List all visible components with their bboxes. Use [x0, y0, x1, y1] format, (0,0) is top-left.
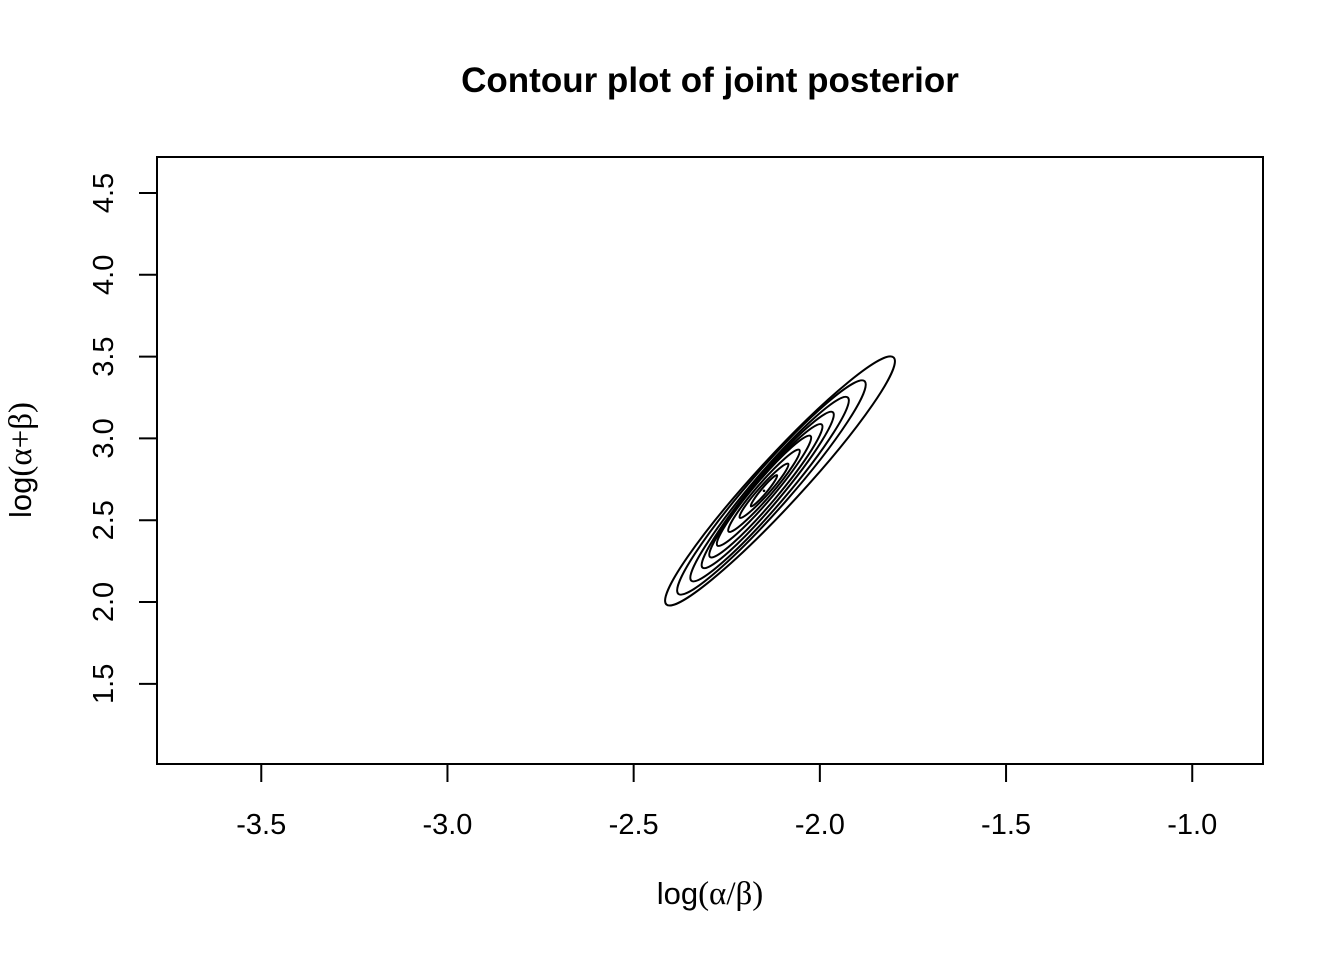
posterior-mode-point [762, 489, 766, 493]
contour-lines [664, 355, 896, 607]
contour-line [749, 474, 779, 508]
x-axis-title: log(α/β) [657, 876, 764, 912]
y-tick-label: 1.5 [88, 664, 120, 704]
x-axis: -3.5 -3.0 -2.5 -2.0 -1.5 -1.0 [236, 764, 1217, 841]
chart-title: Contour plot of joint posterior [461, 61, 959, 100]
x-tick-label: -1.5 [981, 809, 1031, 841]
x-tick-label: -3.5 [236, 809, 286, 841]
y-axis-title: log(α+β) [3, 402, 39, 518]
contour-line [715, 434, 813, 547]
y-tick-label: 2.5 [88, 500, 120, 540]
x-tick-label: -3.0 [422, 809, 472, 841]
plot-frame [156, 156, 1264, 765]
x-tick-label: -2.5 [609, 809, 659, 841]
contour-line [689, 395, 850, 583]
contour-line [727, 448, 801, 533]
y-tick-label: 4.5 [88, 173, 120, 213]
contour-line [738, 462, 790, 519]
contour-line [664, 355, 896, 607]
x-tick-label: -1.0 [1167, 809, 1217, 841]
y-tick-label: 3.5 [88, 336, 120, 376]
y-axis: 1.5 2.0 2.5 3.0 3.5 4.0 4.5 [88, 173, 157, 704]
y-tick-label: 4.0 [88, 255, 120, 295]
y-tick-label: 3.0 [88, 418, 120, 458]
contour-line [676, 379, 867, 596]
x-tick-label: -2.0 [795, 809, 845, 841]
y-tick-label: 2.0 [88, 582, 120, 622]
contour-line [700, 410, 835, 570]
